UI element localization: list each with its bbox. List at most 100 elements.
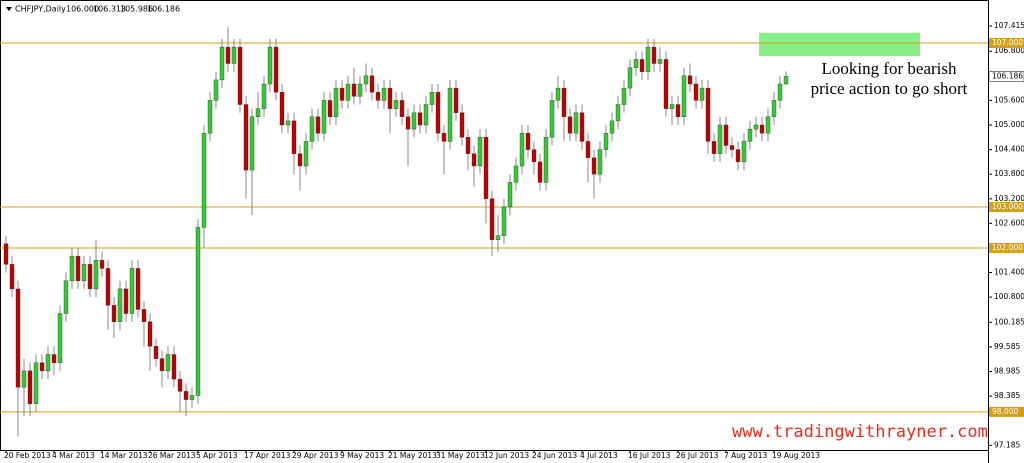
y-tick-label: 103.200	[994, 194, 1024, 203]
y-tick-label: 107.415	[994, 21, 1024, 30]
candle-body	[513, 165, 519, 183]
candle-body	[615, 104, 621, 122]
candle-body	[303, 141, 309, 167]
candle-body	[375, 92, 381, 101]
candle-body	[183, 391, 189, 400]
x-tick-label: 26 Jul 2013	[676, 451, 719, 460]
y-tick-label: 101.400	[994, 268, 1024, 277]
menu-arrow	[6, 7, 12, 11]
candle-body	[507, 182, 513, 208]
candle-body	[237, 46, 243, 105]
x-tick-label: 31 May 2013	[436, 451, 485, 460]
current-price-label: 106.186	[992, 71, 1023, 80]
candle-body	[225, 46, 231, 64]
candle-body	[171, 354, 177, 380]
candle-body	[753, 124, 759, 130]
candle-body	[105, 268, 111, 306]
x-tick-label: 29 Apr 2013	[292, 451, 339, 460]
candle-body	[273, 46, 279, 93]
candle-body	[405, 116, 411, 130]
plot-frame	[0, 0, 989, 451]
candle-body	[657, 59, 663, 64]
candle-body	[573, 112, 579, 134]
y-tick-label: 97.185	[994, 440, 1020, 449]
x-tick-label: 14 Mar 2013	[100, 451, 148, 460]
candle-body	[369, 75, 375, 93]
x-tick-label: 17 Apr 2013	[244, 451, 291, 460]
candle-body	[759, 124, 765, 134]
candle-body	[9, 264, 15, 290]
candle-body	[99, 260, 105, 269]
x-tick-label: 16 Jul 2013	[628, 451, 671, 460]
x-tick-label: 20 Feb 2013	[4, 451, 51, 460]
candle-body	[249, 116, 255, 171]
candle-body	[531, 149, 537, 163]
candle-body	[453, 87, 459, 113]
level-label-bg	[989, 242, 1024, 253]
candle-body	[621, 87, 627, 105]
y-tick-label: 103.800	[994, 169, 1024, 178]
candle-body	[129, 268, 135, 314]
candle-body	[63, 280, 69, 314]
candle-body	[717, 124, 723, 154]
candle-body	[627, 67, 633, 89]
candle-body	[591, 157, 597, 175]
header-value: 105.986	[120, 5, 153, 14]
y-tick-label: 98.385	[994, 391, 1020, 400]
candle-body	[279, 92, 285, 126]
x-tick-label: 19 Aug 2013	[772, 451, 820, 460]
candle-body	[165, 354, 171, 372]
candle-body	[477, 137, 483, 167]
level-label: 107.000	[992, 38, 1023, 47]
candle-body	[555, 87, 561, 101]
candle-body	[663, 59, 669, 109]
candle-body	[501, 206, 507, 236]
candle-body	[639, 59, 645, 72]
candle-body	[747, 128, 753, 142]
candle-body	[327, 100, 333, 118]
candle-body	[297, 153, 303, 167]
candle-body	[159, 358, 165, 372]
candle-body	[285, 120, 291, 126]
candle-body	[465, 137, 471, 154]
candle-body	[201, 132, 207, 228]
candle-body	[93, 260, 99, 290]
candle-body	[195, 227, 201, 396]
candle-body	[783, 76, 789, 85]
candle-body	[21, 370, 27, 388]
y-tick-label: 105.600	[994, 95, 1024, 104]
candle-body	[261, 83, 267, 109]
x-tick-label: 7 Aug 2013	[724, 451, 767, 460]
candle-body	[489, 198, 495, 240]
candle-body	[645, 46, 651, 72]
candle-body	[69, 255, 75, 281]
candle-body	[357, 83, 363, 97]
candle-body	[363, 75, 369, 85]
y-tick-label: 100.800	[994, 292, 1024, 301]
candle-body	[471, 153, 477, 167]
candle-body	[603, 132, 609, 150]
candle-body	[177, 378, 183, 392]
x-tick-label: 5 Apr 2013	[196, 451, 238, 460]
candle-body	[87, 264, 93, 290]
candle-body	[411, 112, 417, 130]
candle-body	[567, 116, 573, 134]
candle-body	[267, 46, 273, 85]
candle-body	[117, 288, 123, 322]
candle-body	[729, 145, 735, 150]
x-tick-label: 4 Jul 2013	[580, 451, 618, 460]
header-value: 106.186	[147, 5, 180, 14]
y-tick-label: 98.985	[994, 367, 1020, 376]
level-label: 102.000	[992, 243, 1023, 252]
candle-body	[213, 79, 219, 101]
candle-body	[579, 112, 585, 142]
x-tick-label: 4 Mar 2013	[52, 451, 95, 460]
candle-body	[339, 87, 345, 101]
candle-body	[219, 46, 225, 81]
level-label-bg	[989, 201, 1024, 212]
candle-body	[231, 46, 237, 64]
candle-body	[147, 321, 153, 347]
candle-body	[51, 354, 57, 363]
y-tick-label: 102.600	[994, 218, 1024, 227]
y-tick-label: 104.400	[994, 145, 1024, 154]
